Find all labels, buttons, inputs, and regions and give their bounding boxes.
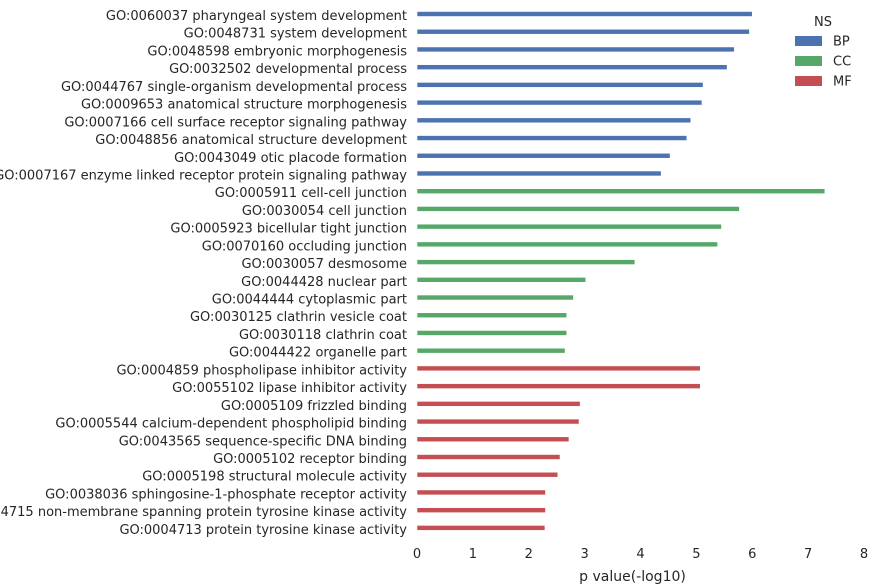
bar-bp [416,117,692,124]
legend-swatch-mf [795,76,822,86]
category-label: GO:0005109 frizzled binding [221,399,407,414]
category-label: GO:0004715 non-membrane spanning protein… [0,505,407,520]
bar-cc [416,259,636,265]
category-label: GO:0030125 clathrin vesicle coat [190,310,407,325]
bar-mf [416,436,570,443]
category-label: GO:0030054 cell junction [242,204,407,219]
bar-mf [416,454,561,460]
bar-cc [416,188,826,194]
category-label: GO:0044422 organelle part [229,346,407,361]
legend-label-bp: BP [833,35,850,50]
category-label: GO:0004859 phospholipase inhibitor activ… [116,363,407,378]
category-label: GO:0044428 nuclear part [241,275,407,290]
bar-cc [416,312,568,319]
bar-cc [416,276,587,283]
category-label: GO:0048598 embryonic morphogenesis [147,44,407,59]
bar-bp [416,82,704,88]
bar-mf [416,401,581,407]
category-label: GO:0005923 bicellular tight junction [170,222,407,237]
bar-mf [416,365,701,372]
category-labels-group: GO:0060037 pharyngeal system development… [0,9,407,538]
x-tick-label: 0 [413,547,421,562]
category-label: GO:0005911 cell-cell junction [215,186,407,201]
category-label: GO:0005544 calcium-dependent phospholipi… [55,417,407,432]
category-label: GO:0044444 cytoplasmic part [212,293,407,308]
legend-label-mf: MF [833,75,852,90]
x-tick-label: 2 [525,547,533,562]
bar-cc [416,206,740,212]
category-label: GO:0032502 developmental process [169,62,407,77]
bar-bp [416,28,750,35]
category-label: GO:0048856 anatomical structure developm… [95,133,407,148]
x-tick-label: 1 [469,547,477,562]
category-label: GO:0004713 protein tyrosine kinase activ… [119,523,407,538]
bar-mf [416,489,546,496]
legend-swatch-cc [795,56,822,66]
x-tick-label: 5 [692,547,700,562]
bar-cc [416,223,722,230]
bar-bp [416,11,753,17]
legend-swatch-bp [795,36,822,46]
bar-cc [416,347,566,354]
bar-bp [416,170,662,177]
x-tick-labels-group: 0 1 2 3 4 5 6 7 8 [413,547,868,562]
bar-mf [416,507,546,513]
bar-bp [416,46,735,53]
bar-mf [416,418,580,425]
category-label: GO:0055102 lipase inhibitor activity [172,381,407,396]
category-label: GO:0043049 otic placode formation [174,151,407,166]
category-label: GO:0005102 receptor binding [213,452,407,467]
category-label: GO:0044767 single-organism developmental… [61,80,407,95]
x-tick-label: 7 [804,547,812,562]
category-label: GO:0030118 clathrin coat [239,328,407,343]
category-label: GO:0070160 occluding junction [202,239,407,254]
category-label: GO:0005198 structural molecule activity [142,470,407,485]
bar-bp [416,64,728,70]
x-tick-label: 4 [636,547,644,562]
bar-cc [416,241,718,248]
bars-group [416,11,826,531]
bar-bp [416,152,671,159]
x-axis-title: p value(-log10) [579,569,686,585]
bar-bp [416,135,688,141]
category-label: GO:0007166 cell surface receptor signali… [64,115,407,130]
x-tick-label: 3 [580,547,588,562]
category-label: GO:0009653 anatomical structure morphoge… [81,98,407,113]
category-label: GO:0038036 sphingosine-1-phosphate recep… [45,487,407,502]
bar-mf [416,525,546,531]
category-label: GO:0048731 system development [184,27,407,42]
bar-bp [416,99,703,106]
bar-mf [416,383,701,389]
legend-title: NS [814,15,832,30]
category-label: GO:0007167 enzyme linked receptor protei… [0,168,407,183]
legend: NS BP CC MF [795,15,852,90]
category-label: GO:0043565 sequence-specific DNA binding [119,434,407,449]
bar-mf [416,471,559,478]
legend-label-cc: CC [833,55,851,70]
bar-cc [416,294,574,301]
category-label: GO:0030057 desmosome [241,257,407,272]
category-label: GO:0060037 pharyngeal system development [106,9,407,24]
x-tick-label: 8 [860,547,868,562]
bar-cc [416,330,568,336]
x-tick-label: 6 [748,547,756,562]
